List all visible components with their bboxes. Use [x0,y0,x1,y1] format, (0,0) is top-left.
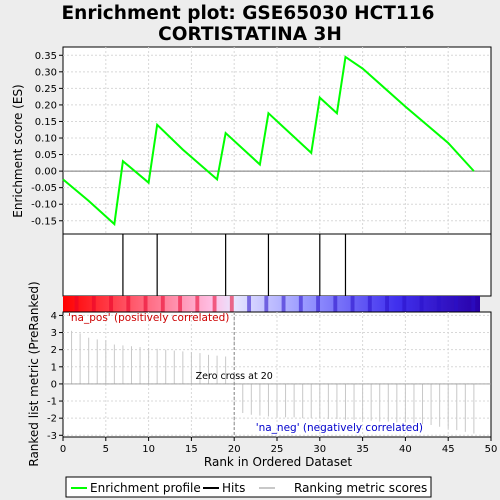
x-tick-label: 50 [485,444,498,455]
heatmap-stripe [143,296,148,312]
heatmap-stripe [195,296,200,312]
hit-marks [122,234,347,296]
heatmap-bar [63,296,480,312]
heatmap-gradient [63,296,480,312]
legend-hits-label: Hits [222,481,245,495]
rank-panel: -3 -2 -1 0 1 2 3 4 Zero cross at 20 'na_pos' (p… [47,311,492,442]
zero-cross-label: Zero cross at 20 [196,371,273,382]
heatmap-stripe [350,296,355,312]
x-tick-label: 25 [271,444,284,455]
heatmap-stripe [367,296,372,312]
rank-y-tick-label: 2 [51,345,57,356]
es-y-ticks: -0.15 -0.10 -0.05 0.00 0.05 0.10 0.15 0.20 0.25 0… [31,51,63,227]
x-tick-label: 5 [103,444,109,455]
heatmap-stripes [74,296,476,312]
hits-panel [62,233,492,297]
es-curve [62,55,475,227]
es-y-tick-label: -0.05 [31,183,57,194]
es-y-tick-label: 0.00 [35,167,57,178]
hits-plot-area [62,233,492,297]
heatmap-stripe [160,296,165,312]
heatmap-stripe [454,296,459,312]
legend-metric-label: Ranking metric scores [294,481,427,495]
heatmap-stripe [333,296,338,312]
es-y-tick-label: 0.05 [35,150,57,161]
legend-box [65,476,432,498]
es-y-tick-label: 0.20 [35,100,57,111]
es-y-tick-label: 0.25 [35,84,57,95]
heatmap-stripe [229,296,234,312]
x-tick-label: 35 [356,444,369,455]
rank-y-axis-label: Ranked list metric (PreRanked) [27,281,41,466]
es-y-tick-label: 0.35 [35,51,57,62]
x-axis-ticks: 0 5 10 15 20 25 30 35 40 45 50 [60,437,498,455]
heatmap-stripe [74,296,79,312]
rank-y-tick-label: -2 [47,414,57,425]
heatmap-stripe [281,296,286,312]
heatmap-stripe [247,296,252,312]
x-tick-label: 15 [185,444,198,455]
heatmap-stripe [109,296,114,312]
x-axis-label: Rank in Ordered Dataset [204,455,352,469]
rank-y-tick-label: 4 [51,311,57,322]
rank-y-tick-label: -1 [47,397,57,408]
x-tick-label: 30 [313,444,326,455]
ranking-metric-bars [63,330,491,434]
heatmap-stripe [178,296,183,312]
es-y-tick-label: 0.15 [35,117,57,128]
rank-y-tick-label: -3 [47,431,57,442]
heatmap-stripe [212,296,217,312]
heatmap-stripe [126,296,131,312]
es-y-tick-label: -0.15 [31,216,57,227]
heatmap-stripe [385,296,390,312]
rank-y-tick-label: 0 [51,379,57,390]
x-tick-label: 20 [228,444,241,455]
heatmap-stripe [402,296,407,312]
rank-y-tick-label: 3 [51,328,57,339]
x-tick-label: 40 [399,444,412,455]
positive-correlation-label: 'na_pos' (positively correlated) [68,312,229,324]
x-tick-label: 10 [142,444,155,455]
heatmap-stripe [436,296,441,312]
x-tick-label: 0 [60,444,66,455]
heatmap-stripe [298,296,303,312]
chart-title-line1: Enrichment plot: GSE65030 HCT116 [62,3,435,24]
legend: Enrichment profile Hits Ranking metric s… [65,476,432,498]
es-grid [63,47,491,234]
chart-title-line2: CORTISTATINA 3H [158,24,342,45]
legend-es-label: Enrichment profile [90,481,201,495]
es-y-tick-label: 0.30 [35,67,57,78]
heatmap-stripe [264,296,269,312]
heatmap-stripe [419,296,424,312]
es-panel: -0.15 -0.10 -0.05 0.00 0.05 0.10 0.15 0.20 0.25 0… [31,46,492,235]
es-y-tick-label: 0.10 [35,134,57,145]
heatmap-stripe [316,296,321,312]
x-tick-label: 45 [442,444,455,455]
negative-correlation-label: 'na_neg' (negatively correlated) [256,422,423,434]
heatmap-stripe [471,296,476,312]
heatmap-stripe [91,296,96,312]
rank-y-tick-label: 1 [51,362,57,373]
es-y-axis-label: Enrichment score (ES) [11,84,25,217]
es-y-tick-label: -0.10 [31,200,57,211]
rank-y-ticks: -3 -2 -1 0 1 2 3 4 [47,311,63,442]
